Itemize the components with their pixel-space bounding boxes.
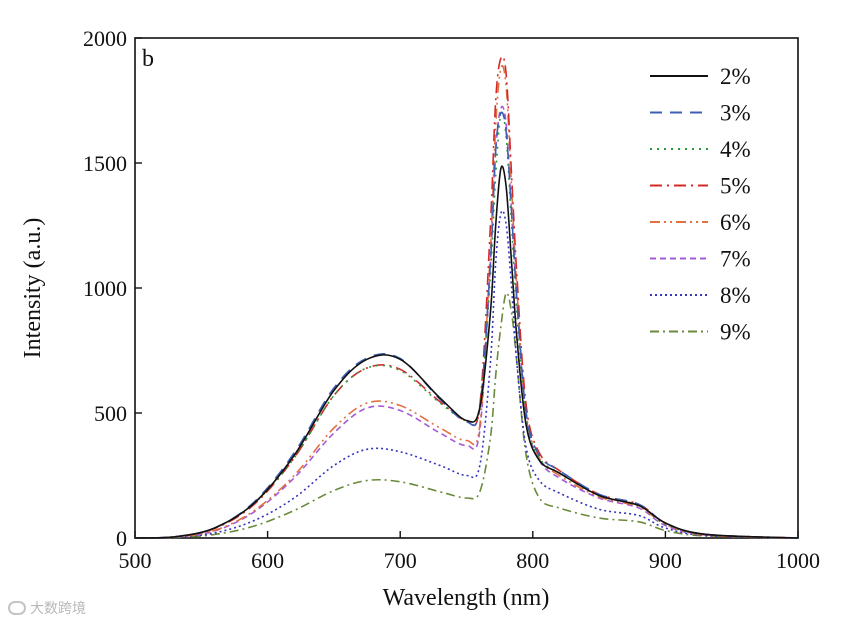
legend-label-9pct: 9% — [720, 320, 751, 345]
y-axis: 0 500 1000 1500 2000 — [83, 26, 142, 551]
series-line-6pct — [134, 64, 799, 539]
series-line-7pct — [134, 105, 799, 539]
legend-label-4pct: 4% — [720, 137, 751, 162]
y-tick-label: 0 — [116, 526, 127, 551]
series-layer — [134, 55, 799, 539]
series-line-5pct — [134, 55, 799, 539]
y-tick-label: 2000 — [83, 26, 127, 51]
watermark: 大数跨境 — [8, 598, 86, 618]
series-line-8pct — [134, 209, 799, 539]
x-tick-label: 1000 — [776, 548, 820, 573]
x-tick-label: 700 — [384, 548, 417, 573]
x-tick-label: 900 — [649, 548, 682, 573]
y-tick-label: 1500 — [83, 151, 127, 176]
x-axis: 500 600 700 800 900 1000 — [119, 531, 820, 573]
series-line-3pct — [134, 111, 799, 539]
watermark-text: 大数跨境 — [30, 601, 86, 617]
panel-label: b — [142, 46, 154, 72]
x-axis-title: Wavelength (nm) — [383, 585, 550, 611]
series-line-9pct — [134, 291, 799, 539]
x-tick-label: 500 — [119, 548, 152, 573]
y-axis-title: Intensity (a.u.) — [20, 218, 46, 359]
legend-label-6pct: 6% — [720, 210, 751, 235]
legend-label-8pct: 8% — [720, 283, 751, 308]
x-tick-label: 800 — [516, 548, 549, 573]
y-tick-label: 500 — [94, 401, 127, 426]
legend-label-3pct: 3% — [720, 101, 751, 126]
watermark-logo-icon — [8, 601, 26, 615]
y-tick-label: 1000 — [83, 276, 127, 301]
legend-label-2pct: 2% — [720, 64, 751, 89]
x-tick-label: 600 — [251, 548, 284, 573]
legend: 2% 3% 4% 5% 6% 7% 8% 9% — [650, 64, 751, 345]
legend-label-5pct: 5% — [720, 174, 751, 199]
series-line-2pct — [134, 165, 799, 539]
legend-label-7pct: 7% — [720, 247, 751, 272]
series-line-4pct — [134, 110, 799, 539]
